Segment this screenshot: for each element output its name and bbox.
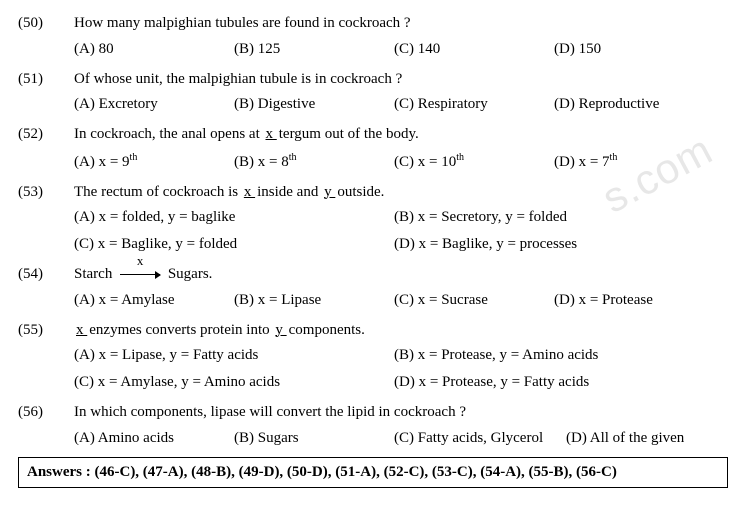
question-56: (56) In which components, lipase will co… — [18, 401, 728, 424]
opt-sup: th — [130, 152, 138, 163]
blank-x: x — [264, 126, 279, 142]
opt-sup: th — [289, 152, 297, 163]
blank-x: x — [242, 184, 257, 200]
option-a: (A) Amino acids — [74, 430, 234, 447]
option-c: (C) x = Sucrase — [394, 292, 554, 309]
question-text: The rectum of cockroach is x inside and … — [74, 181, 728, 204]
opt-pre: (B) x = 8 — [234, 154, 289, 170]
text-post: components. — [289, 322, 365, 338]
question-text: In which components, lipase will convert… — [74, 401, 728, 424]
text-pre: In cockroach, the anal opens at — [74, 126, 264, 142]
starch-post: Sugars. — [168, 266, 213, 282]
question-53: (53) The rectum of cockroach is x inside… — [18, 181, 728, 204]
options-50: (A) 80 (B) 125 (C) 140 (D) 150 — [74, 41, 728, 58]
option-c: (C) Respiratory — [394, 96, 554, 113]
option-a: (A) x = Lipase, y = Fatty acids — [74, 347, 394, 364]
option-c: (C) 140 — [394, 41, 554, 58]
question-number: (53) — [18, 181, 74, 204]
options-51: (A) Excretory (B) Digestive (C) Respirat… — [74, 96, 728, 113]
option-b: (B) x = Lipase — [234, 292, 394, 309]
text-post: tergum out of the body. — [279, 126, 419, 142]
opt-pre: (D) x = 7 — [554, 154, 610, 170]
option-b: (B) 125 — [234, 41, 394, 58]
option-d: (D) Reproductive — [554, 96, 714, 113]
option-d: (D) 150 — [554, 41, 714, 58]
options-53-row2: (C) x = Baglike, y = folded (D) x = Bagl… — [74, 236, 728, 253]
option-d: (D) x = Protease — [554, 292, 714, 309]
options-56: (A) Amino acids (B) Sugars (C) Fatty aci… — [74, 430, 728, 447]
question-text: How many malpighian tubules are found in… — [74, 12, 728, 35]
question-54: (54) Starch x Sugars. — [18, 263, 728, 286]
opt-pre: (C) x = 10 — [394, 154, 456, 170]
options-55-row1: (A) x = Lipase, y = Fatty acids (B) x = … — [74, 347, 728, 364]
options-53-row1: (A) x = folded, y = baglike (B) x = Secr… — [74, 209, 728, 226]
question-text: In cockroach, the anal opens at x tergum… — [74, 123, 728, 146]
option-c: (C) x = Baglike, y = folded — [74, 236, 394, 253]
option-b: (B) Digestive — [234, 96, 394, 113]
question-number: (54) — [18, 263, 74, 286]
question-number: (51) — [18, 68, 74, 91]
blank-x: x — [74, 322, 89, 338]
question-number: (55) — [18, 319, 74, 342]
text-pre: The rectum of cockroach is — [74, 184, 242, 200]
options-52: (A) x = 9th (B) x = 8th (C) x = 10th (D)… — [74, 152, 728, 171]
starch-pre: Starch — [74, 266, 116, 282]
question-52: (52) In cockroach, the anal opens at x t… — [18, 123, 728, 146]
text-post: outside. — [337, 184, 384, 200]
option-b: (B) x = 8th — [234, 152, 394, 171]
question-number: (52) — [18, 123, 74, 146]
question-text: Starch x Sugars. — [74, 263, 728, 286]
option-a: (A) 80 — [74, 41, 234, 58]
question-number: (50) — [18, 12, 74, 35]
option-c: (C) x = Amylase, y = Amino acids — [74, 374, 394, 391]
option-a: (A) x = folded, y = baglike — [74, 209, 394, 226]
question-55: (55) x enzymes converts protein into y c… — [18, 319, 728, 342]
option-d: (D) All of the given — [566, 430, 726, 447]
question-text: x enzymes converts protein into y compon… — [74, 319, 728, 342]
text-mid: inside and — [257, 184, 322, 200]
option-d: (D) x = Baglike, y = processes — [394, 236, 714, 253]
arrow-label: x — [137, 251, 144, 271]
options-55-row2: (C) x = Amylase, y = Amino acids (D) x =… — [74, 374, 728, 391]
question-text: Of whose unit, the malpighian tubule is … — [74, 68, 728, 91]
option-d: (D) x = Protease, y = Fatty acids — [394, 374, 714, 391]
opt-pre: (A) x = 9 — [74, 154, 130, 170]
option-b: (B) x = Protease, y = Amino acids — [394, 347, 714, 364]
question-51: (51) Of whose unit, the malpighian tubul… — [18, 68, 728, 91]
option-d: (D) x = 7th — [554, 152, 714, 171]
option-c: (C) Fatty acids, Glycerol — [394, 430, 566, 447]
option-a: (A) Excretory — [74, 96, 234, 113]
opt-sup: th — [456, 152, 464, 163]
arrow-line-icon — [120, 274, 160, 275]
reaction-arrow: x — [120, 263, 160, 286]
blank-y: y — [273, 322, 288, 338]
option-a: (A) x = Amylase — [74, 292, 234, 309]
answers-box: Answers : (46-C), (47-A), (48-B), (49-D)… — [18, 457, 728, 488]
option-a: (A) x = 9th — [74, 152, 234, 171]
opt-sup: th — [610, 152, 618, 163]
option-b: (B) Sugars — [234, 430, 394, 447]
question-number: (56) — [18, 401, 74, 424]
question-50: (50) How many malpighian tubules are fou… — [18, 12, 728, 35]
options-54: (A) x = Amylase (B) x = Lipase (C) x = S… — [74, 292, 728, 309]
blank-y: y — [322, 184, 337, 200]
option-c: (C) x = 10th — [394, 152, 554, 171]
text-mid: enzymes converts protein into — [89, 322, 273, 338]
option-b: (B) x = Secretory, y = folded — [394, 209, 714, 226]
